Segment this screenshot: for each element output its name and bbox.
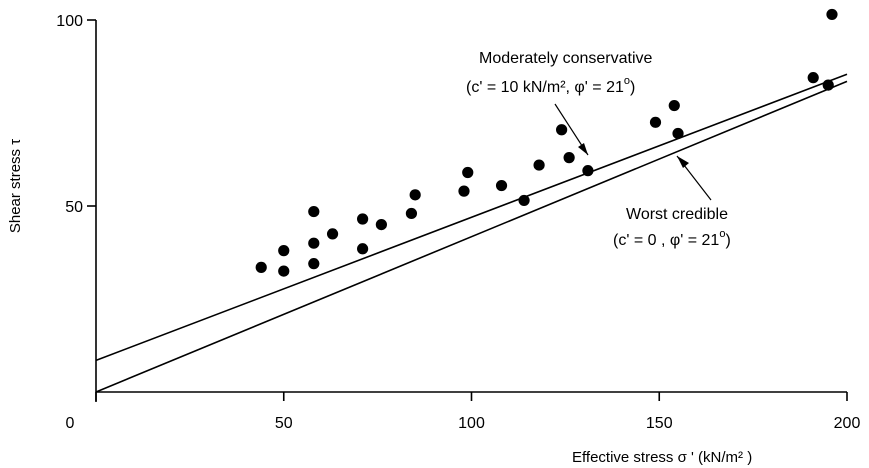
data-point — [357, 213, 369, 225]
data-point — [533, 159, 545, 171]
data-point — [649, 116, 662, 128]
data-point — [278, 265, 290, 277]
annotation-wc-params: (c' = 0 , φ' = 21o) — [613, 228, 731, 249]
data-point — [308, 237, 320, 249]
annotation-wc-degree: o — [719, 228, 725, 240]
data-point — [357, 243, 369, 255]
x-axis-label: Effective stress σ ' (kN/m² ) — [572, 449, 752, 466]
y-tick-label: 100 — [56, 13, 83, 30]
annotation-wc-close: ) — [725, 232, 730, 249]
annotation-mc-title: Moderately conservative — [479, 50, 653, 67]
annotation-mc-params: (c' = 10 kN/m², φ' = 21o) — [466, 75, 635, 96]
data-points — [255, 8, 838, 277]
data-point — [375, 219, 387, 231]
data-point — [672, 127, 684, 140]
data-point — [409, 189, 421, 201]
annotation-mc-degree: o — [624, 75, 630, 87]
data-point — [308, 258, 320, 270]
data-point — [278, 245, 290, 257]
fit-lines — [95, 73, 848, 393]
x-tick-label: 150 — [646, 415, 673, 432]
y-axis-label: Shear stress τ — [7, 139, 24, 233]
x-tick-label: 0 — [66, 415, 75, 432]
data-point — [405, 207, 418, 220]
data-point — [255, 261, 267, 273]
data-point — [807, 72, 819, 84]
data-point — [326, 228, 339, 240]
annotation-wc-title: Worst credible — [626, 206, 728, 223]
y-tick-label: 50 — [65, 199, 83, 216]
data-point — [826, 8, 838, 21]
data-point — [563, 152, 575, 164]
fit-line-worst-credible — [95, 80, 848, 393]
data-point — [556, 124, 568, 136]
annotation-wc-params-text: (c' = 0 , φ' = 21 — [613, 232, 719, 249]
fit-line-moderately-conservative — [95, 73, 848, 362]
annotation-worst-credible: Worst credible (c' = 0 , φ' = 21o) — [613, 155, 731, 249]
annotation-moderately-conservative: Moderately conservative (c' = 10 kN/m², … — [466, 50, 653, 156]
annotation-mc-arrowhead — [578, 143, 588, 155]
x-tick-label: 50 — [275, 415, 293, 432]
ticks: 0 50 100 150 200 50 100 — [56, 13, 860, 432]
data-point — [495, 179, 508, 192]
data-point — [822, 79, 834, 91]
data-point — [518, 194, 530, 207]
annotation-mc-params-text: (c' = 10 kN/m², φ' = 21 — [466, 79, 624, 96]
data-point — [668, 99, 680, 112]
data-point — [458, 185, 470, 197]
x-tick-label: 100 — [458, 415, 485, 432]
data-point — [462, 166, 474, 179]
data-point — [582, 165, 594, 177]
annotation-wc-arrowhead — [677, 156, 689, 168]
data-point — [308, 205, 320, 218]
x-tick-label: 200 — [834, 415, 861, 432]
annotation-mc-close: ) — [630, 79, 635, 96]
